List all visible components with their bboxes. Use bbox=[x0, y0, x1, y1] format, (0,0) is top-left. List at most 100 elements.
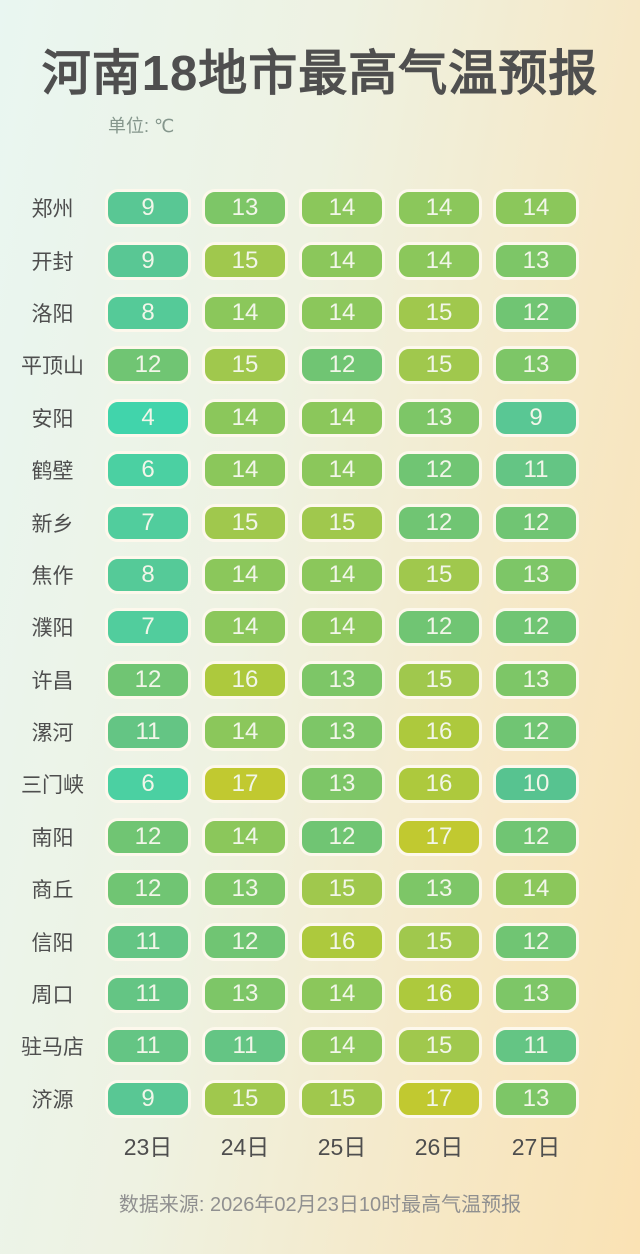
date-label: 27日 bbox=[511, 1134, 561, 1160]
temp-value: 12 bbox=[522, 613, 550, 641]
temp-value: 12 bbox=[522, 298, 550, 326]
temp-value: 11 bbox=[135, 718, 161, 746]
temp-cell: 11 bbox=[105, 975, 191, 1014]
temp-value: 12 bbox=[425, 456, 453, 484]
temp-value: 16 bbox=[328, 927, 356, 955]
temp-value: 15 bbox=[425, 351, 453, 379]
table-row: 商丘 12 13 15 13 14 bbox=[0, 863, 640, 915]
temp-cell: 14 bbox=[493, 870, 579, 909]
temp-value: 14 bbox=[231, 403, 259, 431]
temp-value: 12 bbox=[328, 351, 356, 379]
temp-value: 14 bbox=[328, 298, 356, 326]
temp-cell: 15 bbox=[202, 241, 288, 280]
temp-value: 13 bbox=[425, 403, 453, 431]
temp-value: 14 bbox=[328, 613, 356, 641]
date-axis-spacer bbox=[0, 1128, 105, 1162]
city-label: 新乡 bbox=[31, 512, 74, 536]
table-row: 驻马店 11 11 14 15 11 bbox=[0, 1020, 640, 1072]
temp-cell: 12 bbox=[105, 870, 191, 909]
temp-value: 13 bbox=[522, 560, 550, 588]
temp-value: 13 bbox=[231, 194, 259, 222]
temp-cell: 8 bbox=[105, 555, 191, 594]
temp-cell: 17 bbox=[202, 765, 288, 804]
temp-value: 12 bbox=[134, 875, 162, 903]
temp-cell: 13 bbox=[299, 660, 385, 699]
temp-value: 16 bbox=[425, 718, 453, 746]
table-row: 郑州 9 13 14 14 14 bbox=[0, 182, 640, 234]
temp-cell: 14 bbox=[202, 398, 288, 437]
temp-value: 12 bbox=[425, 508, 453, 536]
temp-value: 4 bbox=[141, 403, 155, 431]
temp-cell: 8 bbox=[105, 293, 191, 332]
temp-cell: 17 bbox=[396, 817, 482, 856]
temp-cell: 13 bbox=[202, 975, 288, 1014]
temp-cell: 13 bbox=[493, 1079, 579, 1118]
temp-cell: 14 bbox=[299, 608, 385, 647]
temp-value: 11 bbox=[135, 1032, 161, 1060]
city-label: 三门峡 bbox=[21, 774, 84, 798]
temp-value: 14 bbox=[522, 875, 550, 903]
table-row: 许昌 12 16 13 15 13 bbox=[0, 654, 640, 706]
temp-cell: 15 bbox=[396, 922, 482, 961]
temp-cell: 14 bbox=[299, 189, 385, 228]
temp-cell: 15 bbox=[396, 293, 482, 332]
temp-value: 15 bbox=[231, 351, 259, 379]
temp-value: 7 bbox=[141, 613, 155, 641]
city-label: 濮阳 bbox=[31, 617, 74, 641]
temp-cell: 13 bbox=[396, 870, 482, 909]
temp-cell: 13 bbox=[299, 765, 385, 804]
temp-value: 14 bbox=[231, 718, 259, 746]
temp-cell: 12 bbox=[493, 713, 579, 752]
temp-cell: 11 bbox=[105, 1027, 191, 1066]
table-row: 漯河 11 14 13 16 12 bbox=[0, 706, 640, 758]
temp-value: 15 bbox=[425, 927, 453, 955]
temp-cell: 15 bbox=[396, 555, 482, 594]
city-label: 济源 bbox=[31, 1088, 74, 1112]
temp-cell: 12 bbox=[396, 608, 482, 647]
city-label: 鹤壁 bbox=[31, 460, 74, 484]
table-row: 济源 9 15 15 17 13 bbox=[0, 1073, 640, 1125]
temp-cell: 15 bbox=[202, 503, 288, 542]
temp-value: 11 bbox=[232, 1032, 258, 1060]
temp-value: 14 bbox=[522, 194, 550, 222]
city-label: 商丘 bbox=[31, 879, 74, 903]
temp-cell: 14 bbox=[299, 293, 385, 332]
temp-value: 14 bbox=[425, 194, 453, 222]
table-row: 新乡 7 15 15 12 12 bbox=[0, 496, 640, 548]
city-label: 许昌 bbox=[31, 669, 74, 693]
temp-cell: 14 bbox=[202, 555, 288, 594]
date-label: 25日 bbox=[317, 1134, 367, 1160]
temp-cell: 12 bbox=[493, 608, 579, 647]
temp-value: 12 bbox=[134, 351, 162, 379]
temp-cell: 12 bbox=[299, 346, 385, 385]
temp-value: 14 bbox=[328, 194, 356, 222]
city-label: 驻马店 bbox=[21, 1036, 84, 1060]
table-row: 三门峡 6 17 13 16 10 bbox=[0, 758, 640, 810]
temp-cell: 11 bbox=[105, 922, 191, 961]
temp-cell: 15 bbox=[396, 660, 482, 699]
table-row: 平顶山 12 15 12 15 13 bbox=[0, 339, 640, 391]
temp-cell: 16 bbox=[396, 765, 482, 804]
temp-value: 12 bbox=[134, 665, 162, 693]
temp-cell: 13 bbox=[299, 713, 385, 752]
temp-cell: 12 bbox=[493, 922, 579, 961]
city-label: 信阳 bbox=[31, 931, 74, 955]
temp-value: 17 bbox=[231, 770, 259, 798]
temp-cell: 15 bbox=[299, 870, 385, 909]
temp-value: 11 bbox=[135, 980, 161, 1008]
temp-cell: 11 bbox=[105, 713, 191, 752]
date-label: 26日 bbox=[414, 1134, 464, 1160]
temp-value: 13 bbox=[522, 665, 550, 693]
temp-cell: 12 bbox=[396, 451, 482, 490]
temp-value: 12 bbox=[522, 508, 550, 536]
temp-value: 14 bbox=[231, 298, 259, 326]
temp-value: 9 bbox=[141, 1084, 155, 1112]
temp-cell: 15 bbox=[396, 346, 482, 385]
temp-cell: 9 bbox=[493, 398, 579, 437]
city-label: 安阳 bbox=[31, 407, 74, 431]
temp-cell: 15 bbox=[299, 1079, 385, 1118]
temp-value: 9 bbox=[141, 246, 155, 274]
temp-cell: 15 bbox=[202, 346, 288, 385]
temp-cell: 6 bbox=[105, 451, 191, 490]
temp-value: 14 bbox=[231, 613, 259, 641]
